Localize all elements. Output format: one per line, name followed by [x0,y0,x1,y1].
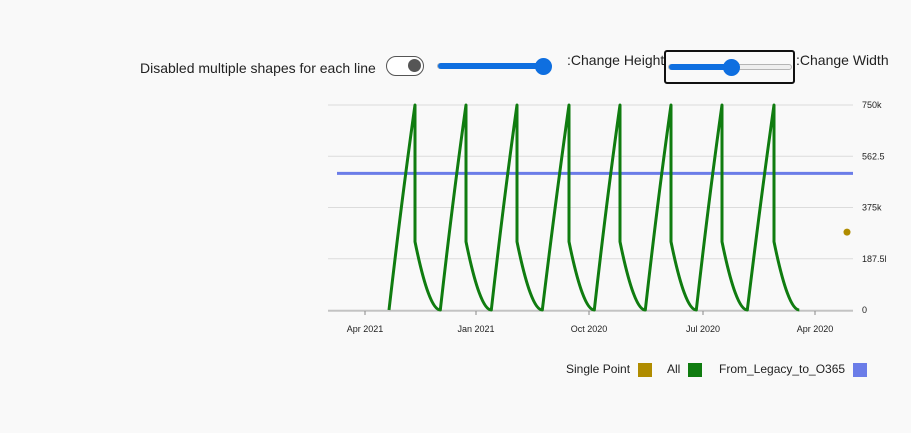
legend-swatch [688,362,703,377]
shapes-toggle-label: Disabled multiple shapes for each line [140,60,376,76]
width-slider-focus [664,50,795,84]
legend-item-single-point[interactable]: Single Point [566,362,653,377]
y-tick-label: 0 [862,305,867,315]
height-slider-label: :Change Height [567,52,665,68]
legend-item-all[interactable]: All [667,362,703,377]
y-tick-label: 187.5l [862,254,887,264]
width-slider-label: :Change Width [796,52,889,68]
x-tick-label: Jan 2021 [457,324,494,334]
chart-controls: Disabled multiple shapes for each line :… [0,48,911,86]
toggle-knob [408,59,421,72]
width-slider[interactable] [668,59,792,76]
height-slider-fill [438,63,542,69]
x-tick-label: Apr 2021 [347,324,384,334]
height-slider-thumb[interactable] [534,58,552,75]
width-slider-fill [669,64,730,70]
y-axis: 750k 562.5 375k 187.5l 0 [862,100,887,315]
y-tick-label: 562.5 [862,151,885,161]
x-tick-label: Oct 2020 [571,324,608,334]
x-tick-label: Jul 2020 [686,324,720,334]
legend-item-from-legacy-to-o365[interactable]: From_Legacy_to_O365 [719,362,868,377]
legend-label: From_Legacy_to_O365 [719,362,846,376]
x-axis: Apr 2021 Jan 2021 Oct 2020 Jul 2020 Apr 2020 [328,310,853,334]
y-tick-label: 375k [862,203,882,213]
legend-swatch [853,362,868,377]
data-point-single-point [843,228,851,236]
width-slider-thumb[interactable] [723,59,740,76]
shapes-toggle[interactable] [386,56,424,76]
series-layer [337,103,853,312]
height-slider[interactable] [437,58,552,75]
legend-label: Single Point [566,362,631,376]
x-tick-label: Apr 2020 [797,324,834,334]
series-line-all [387,103,800,312]
legend-swatch [638,362,653,377]
y-tick-label: 750k [862,100,882,110]
legend-label: All [667,362,681,376]
